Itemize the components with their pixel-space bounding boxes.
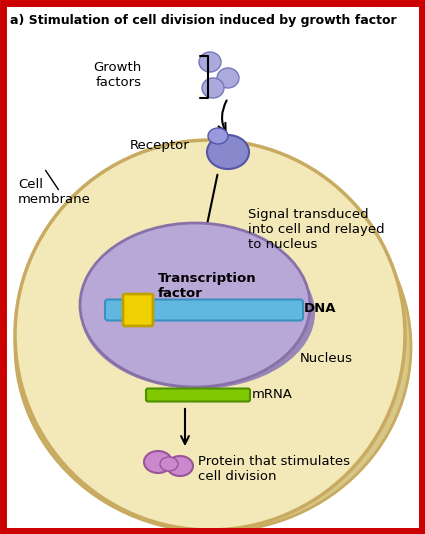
Ellipse shape [202, 78, 224, 98]
Ellipse shape [15, 140, 405, 530]
Text: Signal transduced
into cell and relayed
to nucleus: Signal transduced into cell and relayed … [248, 208, 385, 251]
Ellipse shape [81, 237, 315, 389]
Ellipse shape [80, 223, 310, 387]
Text: mRNA: mRNA [252, 389, 293, 402]
Ellipse shape [167, 456, 193, 476]
Text: Receptor: Receptor [130, 138, 190, 152]
Text: Growth
factors: Growth factors [94, 61, 142, 89]
Ellipse shape [199, 52, 221, 72]
Ellipse shape [160, 457, 178, 471]
Text: Cell
membrane: Cell membrane [18, 178, 91, 206]
Text: Nucleus: Nucleus [300, 351, 353, 365]
Ellipse shape [15, 162, 411, 532]
Text: Transcription
factor: Transcription factor [158, 272, 257, 300]
Text: Protein that stimulates
cell division: Protein that stimulates cell division [198, 455, 350, 483]
Ellipse shape [217, 68, 239, 88]
Text: DNA: DNA [304, 302, 337, 315]
FancyBboxPatch shape [123, 294, 153, 326]
Text: a) Stimulation of cell division induced by growth factor: a) Stimulation of cell division induced … [10, 14, 397, 27]
FancyBboxPatch shape [105, 300, 303, 320]
Ellipse shape [144, 451, 172, 473]
FancyBboxPatch shape [146, 389, 250, 402]
Ellipse shape [207, 135, 249, 169]
Ellipse shape [208, 128, 228, 144]
